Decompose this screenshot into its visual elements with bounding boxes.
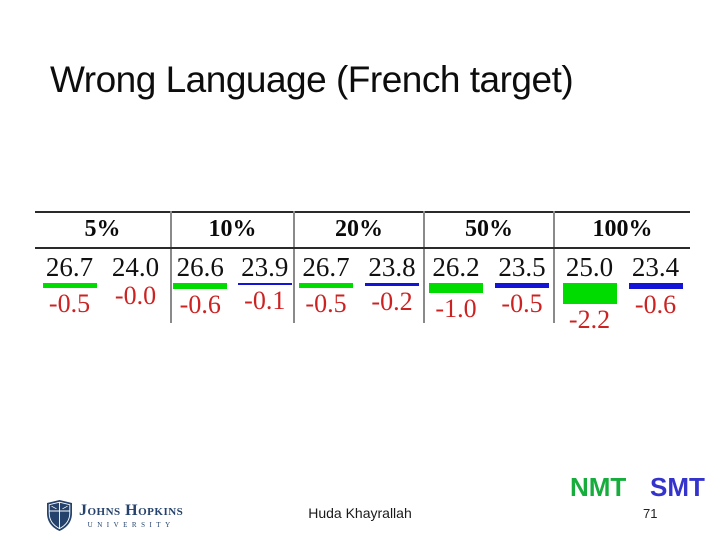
- smt-delta-bar: [237, 283, 292, 285]
- nmt-cell: 26.7 -0.5: [41, 252, 99, 318]
- jhu-shield-icon: [47, 500, 72, 531]
- table-column: 20% 26.7 -0.5 23.8 -0.2: [293, 211, 423, 323]
- legend-nmt-label: NMT: [570, 472, 627, 502]
- nmt-delta-bar: [562, 283, 617, 304]
- column-header-percent: 10%: [208, 216, 257, 242]
- nmt-delta-value: -0.5: [305, 289, 347, 318]
- nmt-score: 26.7: [302, 252, 350, 282]
- smt-cell: 23.8 -0.2: [363, 252, 421, 316]
- smt-cell: 24.0 -0.0: [107, 252, 165, 316]
- table-column: 50% 26.2 -1.0 23.5 -0.5: [423, 211, 553, 323]
- nmt-delta-value: -1.0: [435, 294, 477, 323]
- nmt-delta-bar: [299, 283, 353, 288]
- author-credit: Huda Khayrallah: [308, 505, 412, 521]
- column-header-percent: 100%: [592, 216, 653, 242]
- table-top-border: [35, 211, 690, 213]
- table-column: 10% 26.6 -0.6 23.9 -0.1: [170, 211, 293, 323]
- smt-delta-value: -0.1: [244, 286, 286, 315]
- column-header-percent: 5%: [84, 216, 121, 242]
- smt-score: 24.0: [111, 252, 160, 282]
- logo-institution-name: Johns Hopkins: [79, 502, 184, 519]
- smt-delta-value: -0.0: [114, 281, 157, 310]
- table-column: 100% 25.0 -2.2 23.4 -0.6: [553, 211, 690, 333]
- smt-delta-value: -0.2: [371, 287, 413, 316]
- smt-cell: 23.9 -0.1: [237, 252, 294, 317]
- page-title: Wrong Language (French target): [50, 59, 574, 100]
- jhu-logo: Johns Hopkins UNIVERSITY: [47, 500, 183, 531]
- smt-cell: 23.5 -0.5: [493, 252, 551, 321]
- table-columns: 5% 26.7 -0.5 24.0 -0.0 10% 26.6 -0.6 23.…: [35, 211, 690, 333]
- nmt-cell: 25.0 -2.2: [561, 252, 619, 334]
- table-header-divider: [35, 247, 690, 249]
- smt-delta-value: -0.6: [634, 290, 677, 319]
- nmt-cell: 26.6 -0.6: [172, 252, 229, 319]
- legend-smt-label: SMT: [650, 472, 705, 502]
- nmt-delta-value: -0.6: [179, 290, 221, 319]
- logo-university-word: UNIVERSITY: [87, 521, 175, 529]
- nmt-delta-bar: [173, 283, 228, 289]
- page-number: 71: [643, 506, 658, 521]
- smt-score: 23.5: [498, 252, 546, 282]
- smt-score: 23.9: [241, 252, 289, 282]
- nmt-cell: 26.7 -0.5: [297, 252, 355, 318]
- nmt-delta-bar: [429, 283, 483, 293]
- smt-delta-bar: [365, 283, 419, 286]
- nmt-delta-value: -0.5: [48, 289, 91, 318]
- smt-delta-bar: [495, 283, 549, 288]
- smt-delta-bar: [628, 283, 683, 289]
- nmt-score: 26.2: [432, 252, 480, 282]
- nmt-cell: 26.2 -1.0: [427, 252, 485, 323]
- smt-score: 23.8: [368, 252, 416, 282]
- nmt-delta-bar: [42, 283, 97, 288]
- smt-score: 23.4: [631, 252, 680, 282]
- table-column: 5% 26.7 -0.5 24.0 -0.0: [35, 211, 170, 323]
- smt-cell: 23.4 -0.6: [627, 252, 685, 332]
- column-header-percent: 20%: [335, 216, 383, 242]
- smt-delta-value: -0.5: [501, 289, 543, 318]
- column-header-percent: 50%: [465, 216, 513, 242]
- nmt-score: 26.7: [45, 252, 94, 282]
- results-table: 5% 26.7 -0.5 24.0 -0.0 10% 26.6 -0.6 23.…: [35, 211, 690, 333]
- nmt-delta-value: -2.2: [568, 305, 611, 334]
- nmt-score: 25.0: [565, 252, 614, 282]
- nmt-score: 26.6: [176, 252, 224, 282]
